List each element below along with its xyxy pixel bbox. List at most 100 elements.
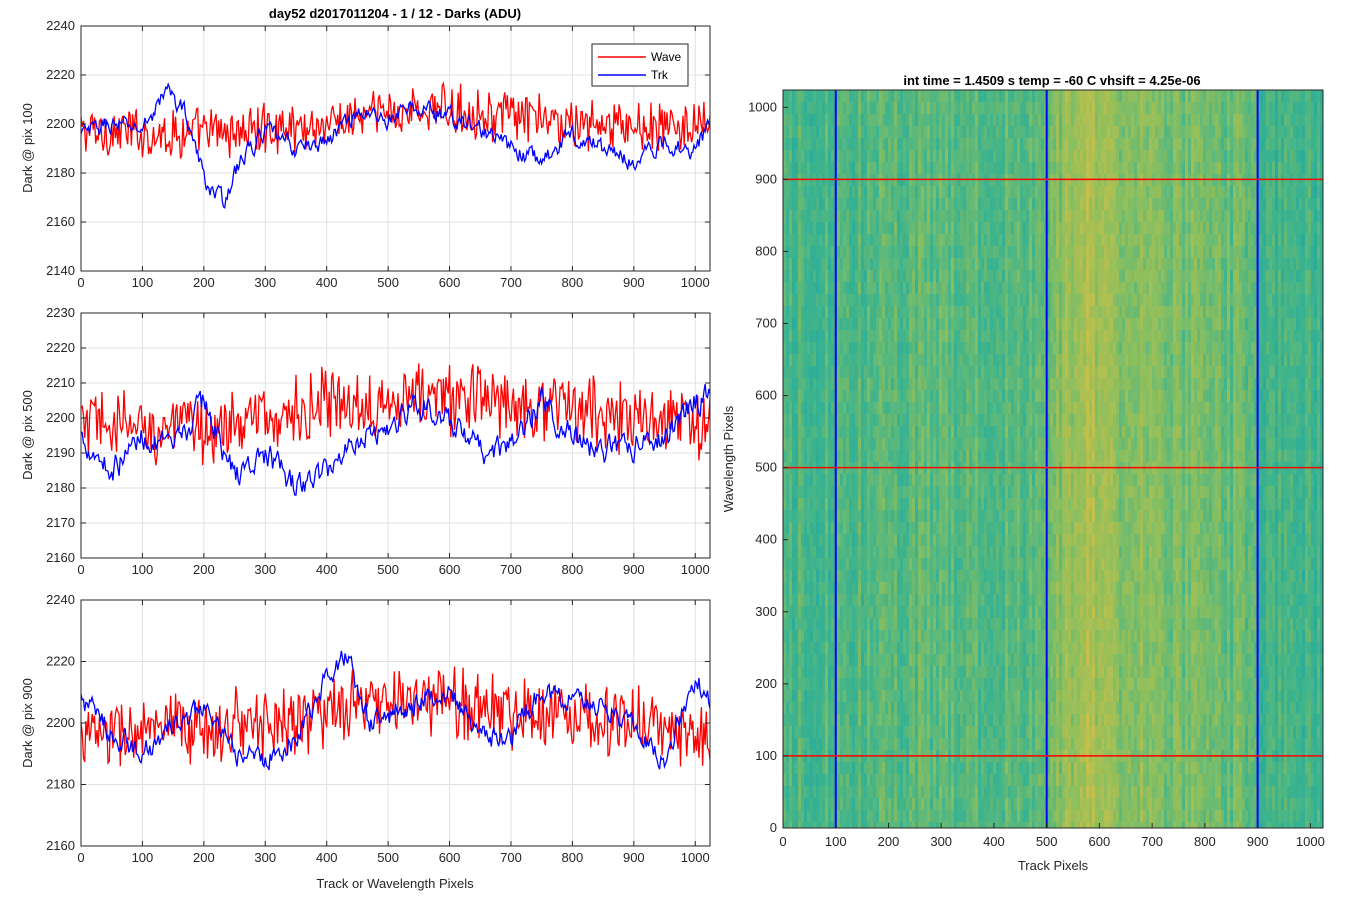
heatmap-cell	[822, 438, 826, 451]
heatmap-cell	[801, 774, 805, 787]
heatmap-cell	[819, 222, 823, 235]
heatmap-cell	[843, 150, 847, 163]
heatmap-cell	[939, 594, 943, 607]
heatmap-cell	[837, 258, 841, 271]
heatmap-cell	[843, 174, 847, 187]
heatmap-cell	[1002, 282, 1006, 295]
heatmap-cell	[933, 702, 937, 715]
heatmap-cell	[828, 222, 832, 235]
heatmap-cell	[783, 810, 787, 823]
x-tick-label: 400	[316, 850, 338, 865]
heatmap-cell	[885, 654, 889, 667]
heatmap-cell	[828, 738, 832, 751]
heatmap-cell	[849, 810, 853, 823]
heatmap-cell	[801, 270, 805, 283]
heatmap-cell	[837, 114, 841, 127]
heatmap-cell	[840, 594, 844, 607]
heatmap-cell	[795, 174, 799, 187]
heatmap-cell	[1002, 150, 1006, 163]
heatmap-cell	[870, 426, 874, 439]
heatmap-cell	[990, 702, 994, 715]
heatmap-cell	[900, 762, 904, 775]
heatmap-cell	[864, 234, 868, 247]
heatmap-cell	[1002, 498, 1006, 511]
heatmap-cell	[969, 510, 973, 523]
heatmap-cell	[1002, 438, 1006, 451]
heatmap-cell	[816, 342, 820, 355]
heatmap-cell	[885, 762, 889, 775]
heatmap-cell	[873, 678, 877, 691]
heatmap-cell	[966, 642, 970, 655]
heatmap-cell	[786, 618, 790, 631]
heatmap-cell	[792, 234, 796, 247]
heatmap-cell	[939, 630, 943, 643]
heatmap-cell	[951, 222, 955, 235]
heatmap-cell	[837, 402, 841, 415]
heatmap-cell	[945, 654, 949, 667]
heatmap-cell	[945, 258, 949, 271]
heatmap-cell	[867, 738, 871, 751]
heatmap-cell	[924, 426, 928, 439]
heatmap-cell	[798, 606, 802, 619]
heatmap-cell	[846, 474, 850, 487]
heatmap-cell	[918, 594, 922, 607]
heatmap-cell	[963, 546, 967, 559]
heatmap-cell	[933, 522, 937, 535]
heatmap-cell	[969, 270, 973, 283]
heatmap-cell	[831, 798, 835, 811]
heatmap-cell	[810, 174, 814, 187]
heatmap-cell	[849, 366, 853, 379]
heatmap-cell	[909, 282, 913, 295]
heatmap-cell	[903, 498, 907, 511]
heatmap-cell	[939, 606, 943, 619]
heatmap-cell	[990, 210, 994, 223]
heatmap-cell	[876, 522, 880, 535]
heatmap-cell	[819, 606, 823, 619]
heatmap-cell	[951, 438, 955, 451]
heatmap-cell	[903, 210, 907, 223]
heatmap-cell	[942, 198, 946, 211]
heatmap-cell	[921, 354, 925, 367]
heatmap-cell	[1005, 414, 1009, 427]
heatmap-cell	[828, 150, 832, 163]
heatmap-cell	[918, 582, 922, 595]
heatmap-cell	[795, 498, 799, 511]
heatmap-cell	[939, 786, 943, 799]
heatmap-cell	[909, 534, 913, 547]
heatmap-cell	[984, 726, 988, 739]
heatmap-cell	[894, 258, 898, 271]
heatmap-cell	[918, 630, 922, 643]
heatmap-cell	[951, 138, 955, 151]
heatmap-cell	[999, 474, 1003, 487]
heatmap-cell	[783, 318, 787, 331]
heatmap-cell	[894, 558, 898, 571]
heatmap-cell	[885, 786, 889, 799]
heatmap-cell	[864, 702, 868, 715]
heatmap-cell	[927, 426, 931, 439]
heatmap-cell	[966, 210, 970, 223]
heatmap-cell	[879, 726, 883, 739]
heatmap-cell	[990, 654, 994, 667]
heatmap-cell	[879, 618, 883, 631]
heatmap-cell	[888, 102, 892, 115]
heatmap-cell	[942, 486, 946, 499]
heatmap-cell	[885, 282, 889, 295]
heatmap-plot: int time = 1.4509 s temp = -60 C vhsift …	[721, 73, 1325, 873]
heatmap-cell	[903, 366, 907, 379]
heatmap-cell	[990, 378, 994, 391]
heatmap-cell	[972, 678, 976, 691]
heatmap-cell	[1005, 270, 1009, 283]
heatmap-cell	[984, 510, 988, 523]
heatmap-cell	[816, 606, 820, 619]
heatmap-cell	[921, 126, 925, 139]
heatmap-cell	[891, 690, 895, 703]
heatmap-cell	[948, 498, 952, 511]
heatmap-cell	[990, 90, 994, 103]
heatmap-cell	[936, 558, 940, 571]
heatmap-cell	[825, 402, 829, 415]
heatmap-cell	[936, 654, 940, 667]
heatmap-cell	[936, 318, 940, 331]
heatmap-cell	[957, 774, 961, 787]
heatmap-cell	[807, 378, 811, 391]
heatmap-cell	[945, 510, 949, 523]
